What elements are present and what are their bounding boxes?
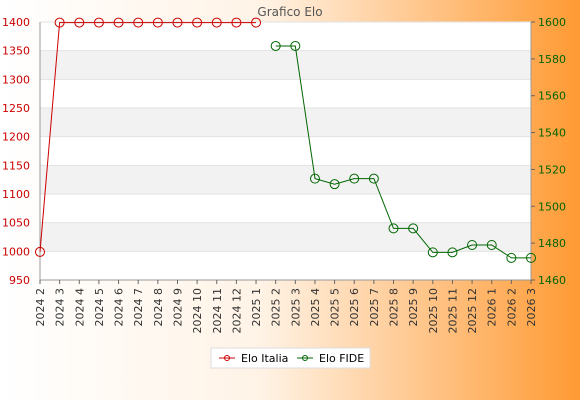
data-point (447, 247, 458, 258)
data-point (35, 246, 45, 257)
y-right-tick-label: 1480 (538, 237, 566, 250)
data-point (467, 239, 478, 250)
y-right-tick-label: 1580 (538, 53, 566, 66)
y-left-tick-label: 1300 (2, 73, 30, 86)
x-tick-label: 2025 5 (329, 288, 342, 327)
x-tick-label: 2024 10 (191, 288, 204, 334)
y-right-tick-label: 1560 (538, 90, 566, 103)
data-point (427, 247, 438, 258)
legend-swatch-marker (224, 355, 230, 361)
x-tick-label: 2024 12 (230, 288, 243, 334)
legend-swatch-marker (302, 355, 308, 361)
x-tick-label: 2025 8 (388, 288, 401, 327)
series-line (275, 45, 531, 259)
data-point (113, 17, 124, 28)
x-tick-label: 2024 2 (34, 288, 47, 327)
data-point (133, 17, 144, 28)
x-tick-label: 2025 9 (407, 288, 420, 327)
data-point (290, 40, 301, 51)
x-tick-label: 2025 11 (446, 288, 459, 334)
x-tick-label: 2024 7 (132, 288, 145, 327)
y-right-tick-label: 1460 (538, 274, 566, 287)
y-left-tick-label: 1250 (2, 102, 30, 115)
y-left-tick-label: 1100 (2, 188, 30, 201)
y-left-tick-label: 1150 (2, 159, 30, 172)
y-right-tick-label: 1540 (538, 127, 566, 140)
y-left-tick-label: 1200 (2, 131, 30, 144)
data-point (526, 252, 536, 263)
data-point (211, 17, 222, 28)
data-point (270, 40, 281, 51)
y-right-tick-label: 1500 (538, 200, 566, 213)
y-left-tick-label: 1000 (2, 245, 30, 258)
chart-title: Grafico Elo (257, 5, 322, 19)
y-left-tick-label: 950 (9, 274, 30, 287)
x-tick-label: 2024 6 (113, 288, 126, 327)
plot-band (40, 50, 531, 80)
y-left-tick-label: 1050 (2, 217, 30, 230)
data-point (192, 17, 203, 28)
legend-label: Elo Italia (241, 352, 288, 365)
data-point (152, 17, 163, 28)
x-tick-label: 2025 4 (309, 288, 322, 327)
x-tick-label: 2024 5 (93, 288, 106, 327)
data-point (309, 173, 320, 184)
series-line (39, 22, 256, 252)
y-right-tick-label: 1600 (538, 16, 566, 29)
plot-band (40, 108, 531, 137)
y-left-tick-label: 1350 (2, 45, 30, 58)
data-point (54, 17, 65, 28)
x-tick-label: 2024 8 (152, 288, 165, 327)
data-point (231, 17, 242, 28)
data-point (486, 239, 497, 250)
legend-box (210, 347, 371, 369)
x-tick-label: 2025 10 (427, 288, 440, 334)
x-tick-label: 2026 2 (505, 288, 518, 327)
data-point (74, 17, 85, 28)
x-tick-label: 2024 9 (171, 288, 184, 327)
data-point (172, 17, 183, 28)
data-point (251, 17, 262, 28)
y-left-tick-label: 1400 (2, 16, 30, 29)
x-tick-label: 2025 6 (348, 288, 361, 327)
data-point (506, 252, 517, 263)
x-tick-label: 2026 1 (486, 288, 499, 327)
x-tick-label: 2025 1 (250, 288, 263, 327)
x-tick-label: 2026 3 (525, 288, 538, 327)
data-point (368, 173, 379, 184)
data-point (349, 173, 360, 184)
y-right-tick-label: 1520 (538, 163, 566, 176)
plot-band (40, 165, 531, 194)
x-tick-label: 2024 4 (73, 288, 86, 327)
x-tick-label: 2024 3 (54, 288, 67, 327)
legend-label: Elo FIDE (319, 352, 364, 365)
data-point (388, 223, 399, 234)
x-tick-label: 2025 7 (368, 288, 381, 327)
data-point (408, 223, 419, 234)
data-point (329, 179, 340, 190)
data-point (93, 17, 104, 28)
x-tick-label: 2025 12 (466, 288, 479, 334)
plot-band (40, 222, 531, 252)
x-tick-label: 2025 2 (270, 288, 283, 327)
x-tick-label: 2025 3 (289, 288, 302, 327)
x-tick-label: 2024 11 (211, 288, 224, 334)
